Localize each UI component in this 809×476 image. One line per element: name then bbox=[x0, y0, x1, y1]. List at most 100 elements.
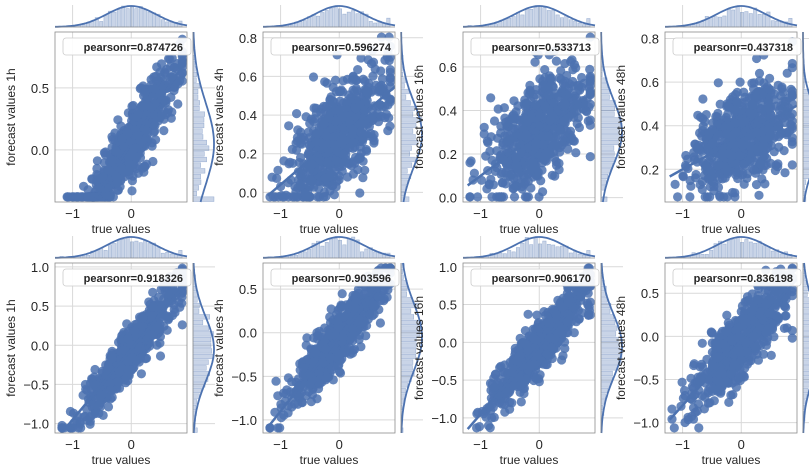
marginal-bar bbox=[192, 139, 207, 146]
scatter-point bbox=[717, 174, 728, 184]
y-tick-label: 0.2 bbox=[439, 147, 457, 162]
marginal-bar bbox=[802, 100, 809, 106]
scatter-point bbox=[779, 146, 789, 156]
marginal-bar bbox=[600, 145, 615, 151]
scatter-point bbox=[540, 101, 550, 111]
marginal-bar bbox=[192, 297, 198, 303]
y-tick-label: 0.8 bbox=[641, 32, 659, 47]
marginal-bar bbox=[802, 122, 809, 129]
scatter-point bbox=[376, 66, 386, 76]
x-tick-label: −1 bbox=[473, 206, 488, 221]
scatter-point bbox=[155, 338, 165, 348]
scatter-point bbox=[374, 87, 384, 97]
scatter-point bbox=[99, 158, 109, 168]
marginal-bar bbox=[520, 14, 525, 28]
scatter-point bbox=[360, 165, 370, 175]
plot-frame bbox=[664, 31, 798, 203]
scatter-point bbox=[469, 168, 479, 178]
scatter-point bbox=[133, 110, 143, 120]
scatter-point bbox=[162, 64, 172, 74]
scatter-point bbox=[324, 113, 334, 123]
scatter-point bbox=[305, 181, 315, 191]
scatter-point bbox=[521, 161, 532, 171]
marginal-bar bbox=[757, 14, 762, 28]
marginal-bar bbox=[564, 15, 569, 28]
marginal-bar bbox=[735, 5, 740, 28]
scatter-point bbox=[90, 409, 100, 419]
scatter-point bbox=[489, 116, 500, 126]
scatter-point bbox=[169, 62, 179, 73]
scatter-point bbox=[566, 56, 576, 67]
scatter-point bbox=[724, 102, 734, 112]
scatter-point bbox=[752, 128, 763, 138]
marginal-bar bbox=[329, 8, 334, 28]
scatter-point bbox=[385, 73, 395, 84]
scatter-point bbox=[707, 125, 717, 135]
marginal-bar bbox=[192, 122, 205, 129]
scatter-point bbox=[523, 88, 533, 98]
scatter-point bbox=[63, 192, 73, 202]
scatter-point bbox=[341, 348, 351, 358]
scatter-point bbox=[543, 131, 554, 142]
marginal-bar bbox=[112, 11, 117, 28]
marginal-bar bbox=[400, 291, 408, 297]
marginal-bar bbox=[802, 111, 809, 117]
scatter-point bbox=[690, 139, 700, 149]
marginal-bar bbox=[320, 12, 325, 28]
scatter-point bbox=[356, 148, 366, 158]
scatter-point bbox=[284, 121, 294, 131]
marginal-bar bbox=[600, 168, 611, 174]
marginal-bar bbox=[152, 12, 156, 28]
regression-line bbox=[669, 104, 797, 178]
marginal-bar bbox=[400, 185, 407, 191]
marginal-bar bbox=[192, 196, 215, 202]
marginal-bar bbox=[560, 17, 564, 28]
scatter-point bbox=[585, 64, 595, 74]
scatter-points bbox=[265, 32, 395, 202]
marginal-bar bbox=[192, 308, 200, 314]
marginal-bar bbox=[507, 17, 512, 28]
scatter-point bbox=[571, 63, 581, 73]
scatter-point bbox=[715, 192, 725, 202]
legend: pearsonr=0.918326 bbox=[62, 268, 192, 287]
scatter-point bbox=[102, 364, 112, 374]
marginal-bar bbox=[192, 190, 197, 197]
marginal-bar bbox=[386, 17, 391, 28]
scatter-point bbox=[755, 76, 765, 86]
y-axis-label: forecast values 1h bbox=[4, 68, 18, 165]
scatter-point bbox=[368, 57, 379, 67]
regression-line bbox=[266, 85, 395, 197]
scatter-point bbox=[310, 114, 320, 124]
scatter-point bbox=[148, 156, 158, 167]
marginal-bar bbox=[511, 16, 516, 28]
right-marginal bbox=[400, 32, 423, 203]
marginal-bar bbox=[192, 168, 206, 174]
scatter-point bbox=[79, 181, 89, 191]
scatter-point bbox=[321, 173, 331, 183]
marginal-kde-curve bbox=[400, 262, 423, 434]
scatter-point bbox=[748, 100, 758, 110]
marginal-bar bbox=[696, 23, 700, 28]
scatter-point bbox=[287, 377, 297, 387]
y-tick-label: −1.0 bbox=[231, 413, 257, 428]
marginal-bar bbox=[192, 105, 200, 112]
marginal-bar bbox=[802, 117, 809, 123]
marginal-kde-curve bbox=[263, 5, 396, 28]
scatter-point bbox=[321, 131, 332, 141]
scatter-point bbox=[127, 101, 137, 111]
marginal-bar bbox=[740, 12, 744, 28]
marginal-bar bbox=[192, 134, 204, 140]
scatter-point bbox=[473, 192, 483, 202]
scatter-point bbox=[734, 151, 745, 161]
marginal-bar bbox=[400, 100, 411, 106]
right-marginal bbox=[192, 262, 215, 434]
marginal-bar bbox=[160, 19, 165, 28]
scatter-point bbox=[571, 93, 582, 103]
marginal-bar bbox=[726, 8, 731, 28]
y-tick-label: 0.0 bbox=[239, 326, 257, 341]
scatter-point bbox=[705, 182, 716, 192]
scatter-point bbox=[686, 181, 696, 191]
scatter-point bbox=[275, 423, 285, 433]
jointplot-panel-7: pearsonr=0.906170−1 0−1.0−0.50.00.51.0tru… bbox=[412, 236, 623, 467]
